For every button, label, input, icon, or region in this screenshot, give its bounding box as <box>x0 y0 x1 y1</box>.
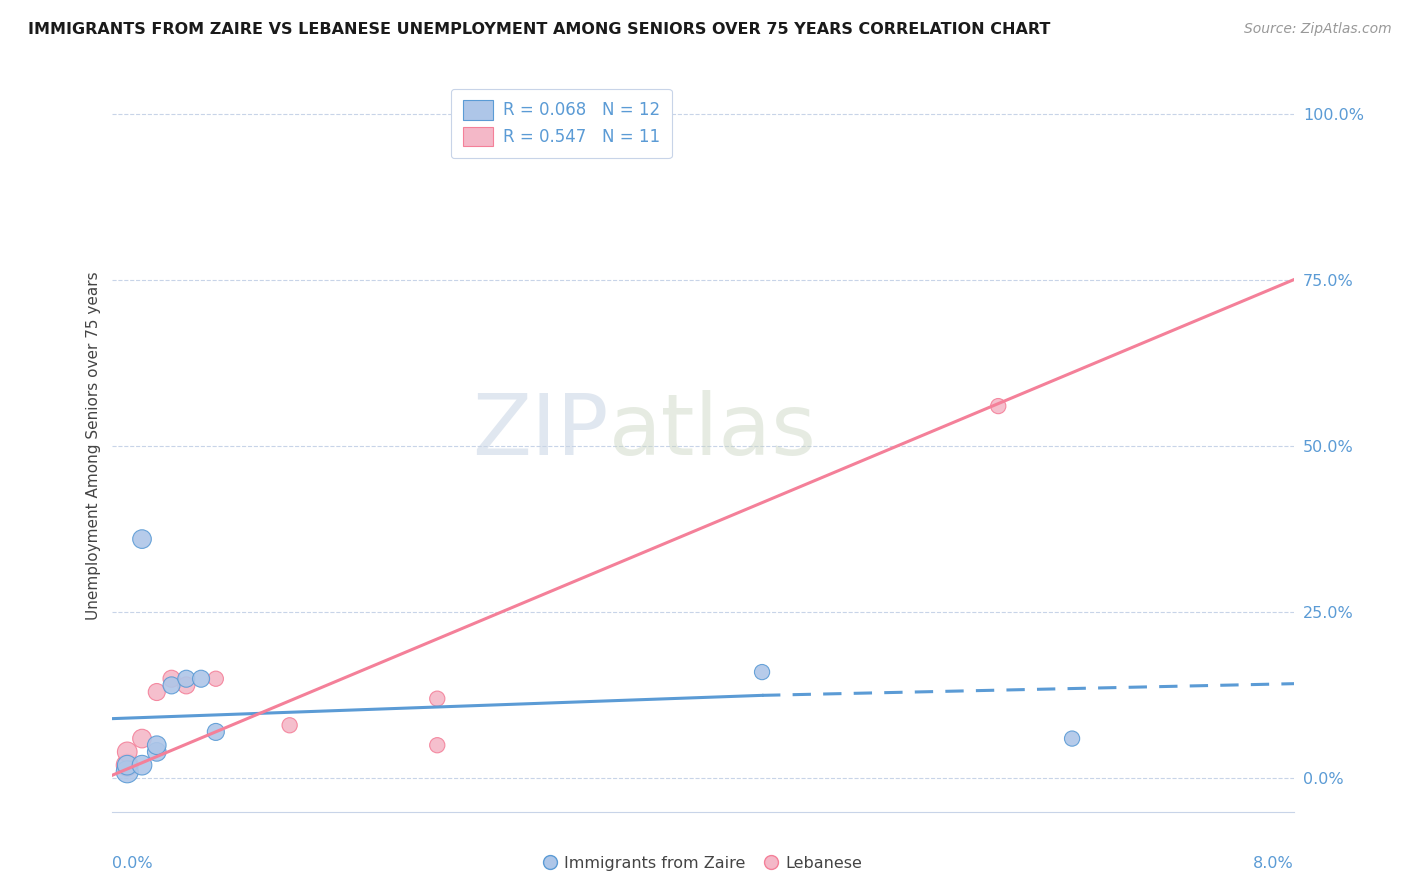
Point <box>146 685 169 699</box>
Point <box>751 665 773 679</box>
Point <box>174 672 197 686</box>
Point <box>131 758 153 772</box>
Legend: R = 0.068   N = 12, R = 0.547   N = 11: R = 0.068 N = 12, R = 0.547 N = 11 <box>451 88 672 158</box>
Point <box>1062 731 1084 746</box>
Legend: Immigrants from Zaire, Lebanese: Immigrants from Zaire, Lebanese <box>537 849 869 877</box>
Text: atlas: atlas <box>609 390 817 473</box>
Point <box>131 731 153 746</box>
Point <box>426 738 449 752</box>
Point <box>146 745 169 759</box>
Point <box>146 738 169 752</box>
Point <box>160 672 183 686</box>
Point <box>987 399 1010 413</box>
Point <box>205 672 228 686</box>
Point <box>131 532 153 546</box>
Point <box>117 758 138 772</box>
Point <box>117 764 138 779</box>
Text: Source: ZipAtlas.com: Source: ZipAtlas.com <box>1244 22 1392 37</box>
Text: ZIP: ZIP <box>472 390 609 473</box>
Point <box>278 718 301 732</box>
Point <box>205 725 228 739</box>
Text: 8.0%: 8.0% <box>1253 855 1294 871</box>
Point <box>426 691 449 706</box>
Point <box>160 678 183 692</box>
Point <box>117 745 138 759</box>
Point <box>190 672 212 686</box>
Text: 0.0%: 0.0% <box>112 855 153 871</box>
Point <box>174 678 197 692</box>
Text: IMMIGRANTS FROM ZAIRE VS LEBANESE UNEMPLOYMENT AMONG SENIORS OVER 75 YEARS CORRE: IMMIGRANTS FROM ZAIRE VS LEBANESE UNEMPL… <box>28 22 1050 37</box>
Point <box>117 758 138 772</box>
Y-axis label: Unemployment Among Seniors over 75 years: Unemployment Among Seniors over 75 years <box>86 272 101 620</box>
